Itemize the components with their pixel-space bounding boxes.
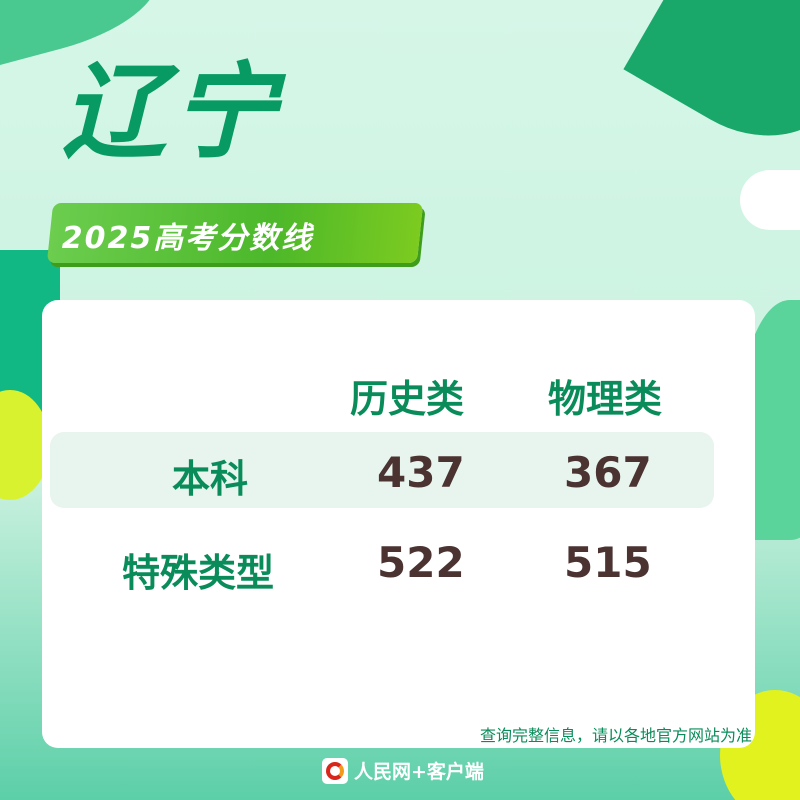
brand-name: 人民网+客户端 <box>354 761 484 783</box>
disclaimer-note: 查询完整信息，请以各地官方网站为准 <box>479 726 752 745</box>
footer-brand: 人民网+客户端 <box>322 757 484 784</box>
cloud-decoration <box>740 170 800 230</box>
score-card: 历史类 物理类 本科 437 367 特殊类型 522 515 <box>42 300 755 748</box>
score-benke-history: 437 <box>377 448 465 497</box>
column-header-history: 历史类 <box>350 377 465 421</box>
score-benke-physics: 367 <box>564 448 652 497</box>
people-daily-logo-icon <box>322 757 348 784</box>
column-header-physics: 物理类 <box>548 377 663 421</box>
leaf-decoration-top-right <box>623 0 800 170</box>
page-title: 辽宁 <box>62 51 283 173</box>
subtitle: 2025高考分数线 <box>61 221 314 256</box>
score-special-physics: 515 <box>564 538 652 587</box>
row-label-special: 特殊类型 <box>122 551 275 595</box>
subtitle-banner: 2025高考分数线 <box>46 203 424 263</box>
highlight-row <box>50 432 714 508</box>
score-special-history: 522 <box>377 538 465 587</box>
row-label-benke: 本科 <box>172 457 249 501</box>
